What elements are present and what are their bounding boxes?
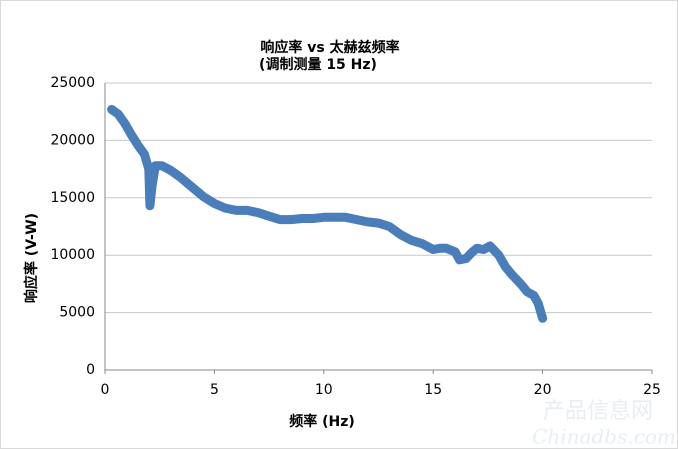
- chart-title: 响应率 vs 太赫兹频率: [260, 39, 399, 56]
- watermark-sub: Chinadbs.com: [532, 425, 676, 449]
- x-tick-label: 20: [534, 382, 552, 398]
- x-axis-label: 频率 (Hz): [289, 413, 355, 430]
- y-tick-label: 5000: [59, 305, 95, 321]
- data-line: [107, 104, 548, 323]
- y-tick-label: 20000: [50, 132, 95, 148]
- y-tick-label: 25000: [50, 75, 95, 91]
- x-tick-label: 5: [210, 382, 219, 398]
- x-tick-label: 15: [424, 382, 442, 398]
- y-tick-label: 0: [86, 362, 95, 378]
- chart-subtitle: (调制测量 15 Hz): [259, 56, 377, 73]
- x-tick-label: 0: [101, 382, 110, 398]
- y-tick-label: 15000: [50, 190, 95, 206]
- x-tick-label: 25: [643, 382, 661, 398]
- watermark: 产品信息网: [543, 399, 653, 424]
- y-axis-label: 响应率 (V-W): [23, 213, 40, 303]
- y-tick-label: 10000: [50, 247, 95, 263]
- x-tick-label: 10: [315, 382, 333, 398]
